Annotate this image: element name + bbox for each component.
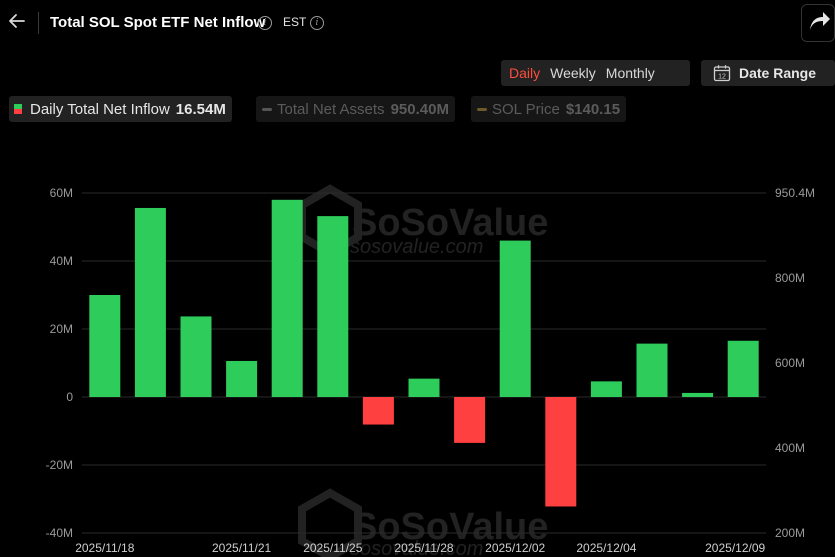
y2-tick-label: 600M — [775, 356, 805, 370]
bar — [454, 397, 486, 443]
y-tick-label: 60M — [50, 186, 73, 200]
bar — [408, 378, 440, 397]
bar — [545, 397, 577, 507]
x-tick-label: 2025/11/18 — [75, 541, 134, 555]
y-tick-label: -20M — [46, 458, 73, 472]
legend-name: SOL Price — [492, 100, 560, 118]
assets-legend-icon — [262, 107, 272, 111]
legend-name: Total Net Assets — [277, 100, 385, 118]
info-icon[interactable]: i — [258, 16, 272, 30]
calendar-icon-day: 12 — [718, 73, 726, 80]
page-title: Total SOL Spot ETF Net Inflow — [50, 14, 266, 31]
bar — [134, 207, 166, 397]
share-icon — [810, 12, 830, 30]
tab-weekly[interactable]: Weekly — [550, 65, 596, 81]
calendar-icon: 12 — [713, 65, 731, 82]
date-range-button[interactable]: 12 Date Range — [701, 60, 835, 86]
y-tick-label: 40M — [50, 254, 73, 268]
bar — [636, 343, 668, 397]
bar — [727, 340, 759, 397]
bar — [590, 381, 622, 397]
y-tick-label: 0 — [66, 390, 73, 404]
timezone-label: EST — [283, 15, 307, 29]
legend-value: 950.40M — [390, 100, 449, 118]
back-arrow-icon[interactable] — [6, 10, 28, 32]
legend-value: $140.15 — [565, 100, 621, 118]
legend-name: Daily Total Net Inflow — [30, 100, 170, 118]
y2-tick-label: 800M — [775, 271, 805, 285]
watermark-site: sosovalue.com — [350, 236, 483, 258]
y-tick-label: 20M — [50, 322, 73, 336]
bar — [271, 199, 303, 397]
bar — [89, 295, 121, 397]
y2-tick-label: 950.4M — [775, 186, 815, 200]
period-toggle: Daily Weekly Monthly — [501, 60, 690, 86]
watermark-logo-icon — [298, 488, 362, 557]
legend-value: 16.54M — [175, 100, 226, 118]
watermark-brand: SoSoValue — [352, 506, 548, 548]
legend-sol-price[interactable]: SOL Price $140.15 — [471, 96, 627, 122]
x-tick-label: 2025/12/04 — [576, 541, 636, 555]
x-tick-label: 2025/11/25 — [303, 541, 362, 555]
y2-tick-label: 400M — [775, 441, 805, 455]
tab-monthly[interactable]: Monthly — [605, 65, 655, 81]
bar — [317, 216, 349, 397]
tab-daily[interactable]: Daily — [509, 65, 541, 81]
x-tick-label: 2025/11/21 — [212, 541, 271, 555]
x-tick-label: 2025/12/09 — [705, 541, 765, 555]
x-tick-label: 2025/11/28 — [394, 541, 453, 555]
bar-legend-icon — [14, 104, 22, 114]
watermark-site: sosovalue.com — [350, 538, 483, 557]
bar — [226, 360, 258, 397]
net-inflow-chart: SoSoValuesosovalue.comSoSoValuesosovalue… — [46, 184, 815, 557]
y2-tick-label: 200M — [775, 526, 805, 540]
header-divider — [38, 12, 39, 34]
legend-total-net-assets[interactable]: Total Net Assets 950.40M — [256, 96, 455, 122]
timezone-info-icon[interactable]: i — [310, 16, 324, 30]
y-tick-label: -40M — [46, 526, 73, 540]
date-range-label: Date Range — [739, 65, 817, 81]
price-legend-icon — [477, 107, 487, 111]
bar — [682, 392, 714, 397]
watermark-brand: SoSoValue — [352, 202, 548, 244]
legend-daily-net-inflow[interactable]: Daily Total Net Inflow 16.54M — [9, 96, 232, 122]
bar — [180, 316, 212, 397]
share-button[interactable] — [801, 4, 835, 42]
x-tick-label: 2025/12/02 — [485, 541, 545, 555]
bar — [362, 397, 394, 425]
bar — [499, 240, 531, 397]
